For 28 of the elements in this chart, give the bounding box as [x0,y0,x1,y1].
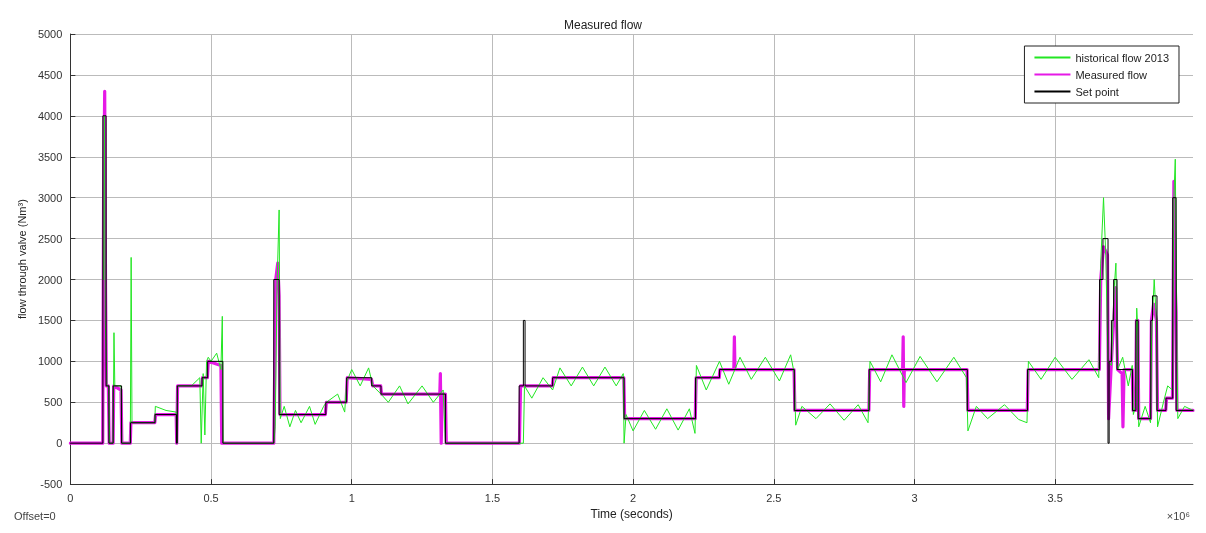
y-tick-label: 3500 [37,150,63,163]
y-tick-label: 3000 [37,191,63,204]
y-tick-label: 4000 [37,109,63,122]
x-tick-label: 0 [67,491,74,504]
x-tick-label: 0.5 [203,491,219,504]
x-tick-label: 1.5 [484,491,501,504]
y-tick-label: 2500 [37,232,63,245]
y-tick-label: 500 [44,396,63,409]
y-tick-label: 2000 [37,273,63,286]
text: ×10⁶ [1166,509,1190,522]
x-tick-label: 3.5 [1047,491,1063,504]
x-axis-title: Time (seconds) [590,507,673,521]
legend-label: Measured flow [1075,68,1148,81]
text: Offset=0 [14,509,56,522]
y-tick-label: -500 [40,478,63,491]
y-axis-title: flow through valve (Nm³) [15,199,28,319]
chart-title: Measured flow [563,18,643,32]
x-tick-label: 2 [630,491,637,504]
legend-label: Set point [1075,85,1119,98]
y-tick-label: 1500 [37,314,63,327]
y-tick-label: 1000 [37,355,63,368]
x-tick-label: 2.5 [766,491,782,504]
y-tick-label: 4500 [37,68,63,81]
legend-label: historical flow 2013 [1075,51,1170,64]
y-tick-label: 5000 [37,28,63,40]
y-tick-label: 0 [56,437,63,450]
x-tick-label: 3 [911,491,918,504]
x-tick-label: 1 [348,491,355,504]
